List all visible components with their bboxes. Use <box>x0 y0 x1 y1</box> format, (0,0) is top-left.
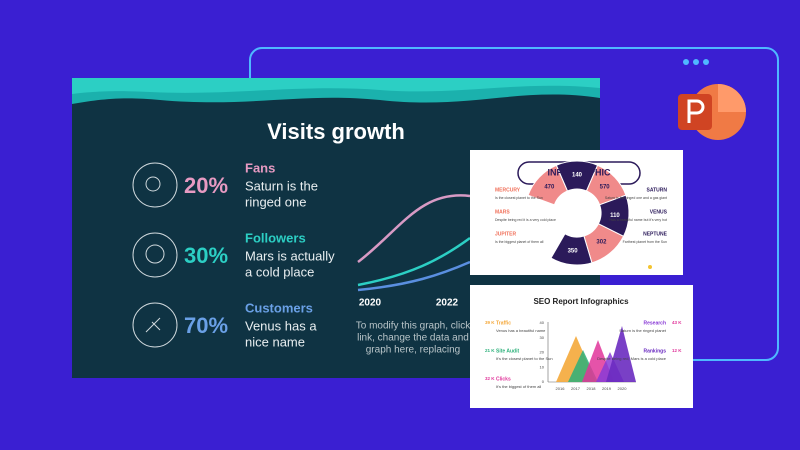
percent: 20% <box>184 173 228 198</box>
stat-value: 43 K <box>672 320 682 325</box>
segment-label: 570 <box>600 185 611 191</box>
item-text: nice name <box>245 334 305 349</box>
x-label: 2019 <box>602 386 612 391</box>
stat-name: Rankings <box>643 348 666 354</box>
card-title: SEO Report Infographics <box>533 297 629 306</box>
stat-text: Venus has a beautiful name <box>496 328 546 333</box>
chart-curve <box>357 236 471 287</box>
item-text: Saturn is the <box>245 178 318 193</box>
card-title: INFOGRAPHIC <box>548 167 612 177</box>
segment-label: 302 <box>596 240 607 246</box>
stat-value: 39 K <box>485 320 495 325</box>
planet-name: NEPTUNE <box>643 231 668 237</box>
window-dot <box>683 59 689 65</box>
stat-name: Clicks <box>496 376 511 382</box>
stat-value: 21 K <box>485 348 495 353</box>
icon-glyph <box>145 176 161 192</box>
star <box>648 265 652 269</box>
item-label: Customers <box>245 300 313 315</box>
stat-name: Traffic <box>496 320 511 326</box>
planet-name: MERCURY <box>495 187 521 193</box>
seo-card <box>470 285 693 408</box>
icon <box>132 302 178 348</box>
powerpoint-logo <box>678 84 746 140</box>
item-text: a cold place <box>245 264 314 279</box>
planet-name: VENUS <box>650 209 668 215</box>
planet-text: Is the closest planet to the Sun <box>495 196 543 200</box>
x-label: 2020 <box>618 386 628 391</box>
segment-label: 110 <box>610 213 620 219</box>
infographic-card <box>470 150 683 275</box>
y-label: 40 <box>540 320 545 325</box>
segment-label: 140 <box>572 173 583 179</box>
x-label: 2017 <box>571 386 581 391</box>
chart-curve <box>357 260 471 292</box>
caption: link, change the data and <box>357 333 469 344</box>
icon <box>132 232 178 278</box>
main-slide <box>72 78 600 378</box>
y-label: 10 <box>540 364 545 369</box>
x-label: 2022 <box>436 298 459 309</box>
stat-text: It's the biggest of them all <box>496 384 541 389</box>
stat-text: It's the closest planet to the Sun <box>496 356 553 361</box>
stat-text: Saturn is the ringed planet <box>619 328 667 333</box>
planet-text: Farthest planet from the Sun <box>623 240 667 244</box>
planet-text: Saturn is the ringed one and a gas giant <box>605 196 667 200</box>
caption: To modify this graph, click <box>356 321 471 332</box>
planet-text: Has a beautiful name but it's very hot <box>610 218 668 222</box>
window-dot <box>693 59 699 65</box>
icon <box>132 162 178 208</box>
x-label: 2020 <box>359 298 382 309</box>
segment-label: 350 <box>568 248 579 254</box>
y-label: 20 <box>540 350 545 355</box>
percent: 30% <box>184 243 228 268</box>
segment-label: 470 <box>544 185 555 191</box>
item-label: Fans <box>245 160 275 175</box>
stat-value: 32 K <box>485 376 495 381</box>
planet-text: Is the biggest planet of them all <box>495 240 544 244</box>
stat-name: Research <box>643 320 666 326</box>
planet-name: SATURN <box>647 187 668 193</box>
caption: graph here, replacing <box>366 345 461 356</box>
planet-name: MARS <box>495 209 510 215</box>
icon-glyph <box>145 317 161 333</box>
icon-glyph <box>145 244 165 264</box>
y-label: 0 <box>542 379 545 384</box>
percent: 70% <box>184 313 228 338</box>
stat-value: 12 K <box>672 348 682 353</box>
x-label: 2016 <box>556 386 566 391</box>
item-text: Mars is actually <box>245 248 335 263</box>
y-label: 30 <box>540 335 545 340</box>
item-text: Venus has a <box>245 318 317 333</box>
window-dot <box>703 59 709 65</box>
x-label: 2018 <box>587 386 597 391</box>
slide-title: Visits growth <box>267 119 405 144</box>
planet-text: Despite being red it is a very cold plac… <box>495 218 556 222</box>
chart-curve <box>357 194 471 263</box>
item-text: ringed one <box>245 194 306 209</box>
planet-name: JUPITER <box>495 231 517 237</box>
stat-text: Despite being red, Mars is a cold place <box>597 356 667 361</box>
stat-name: Site Audit <box>496 348 519 354</box>
donut-segment <box>550 233 593 266</box>
item-label: Followers <box>245 230 306 245</box>
